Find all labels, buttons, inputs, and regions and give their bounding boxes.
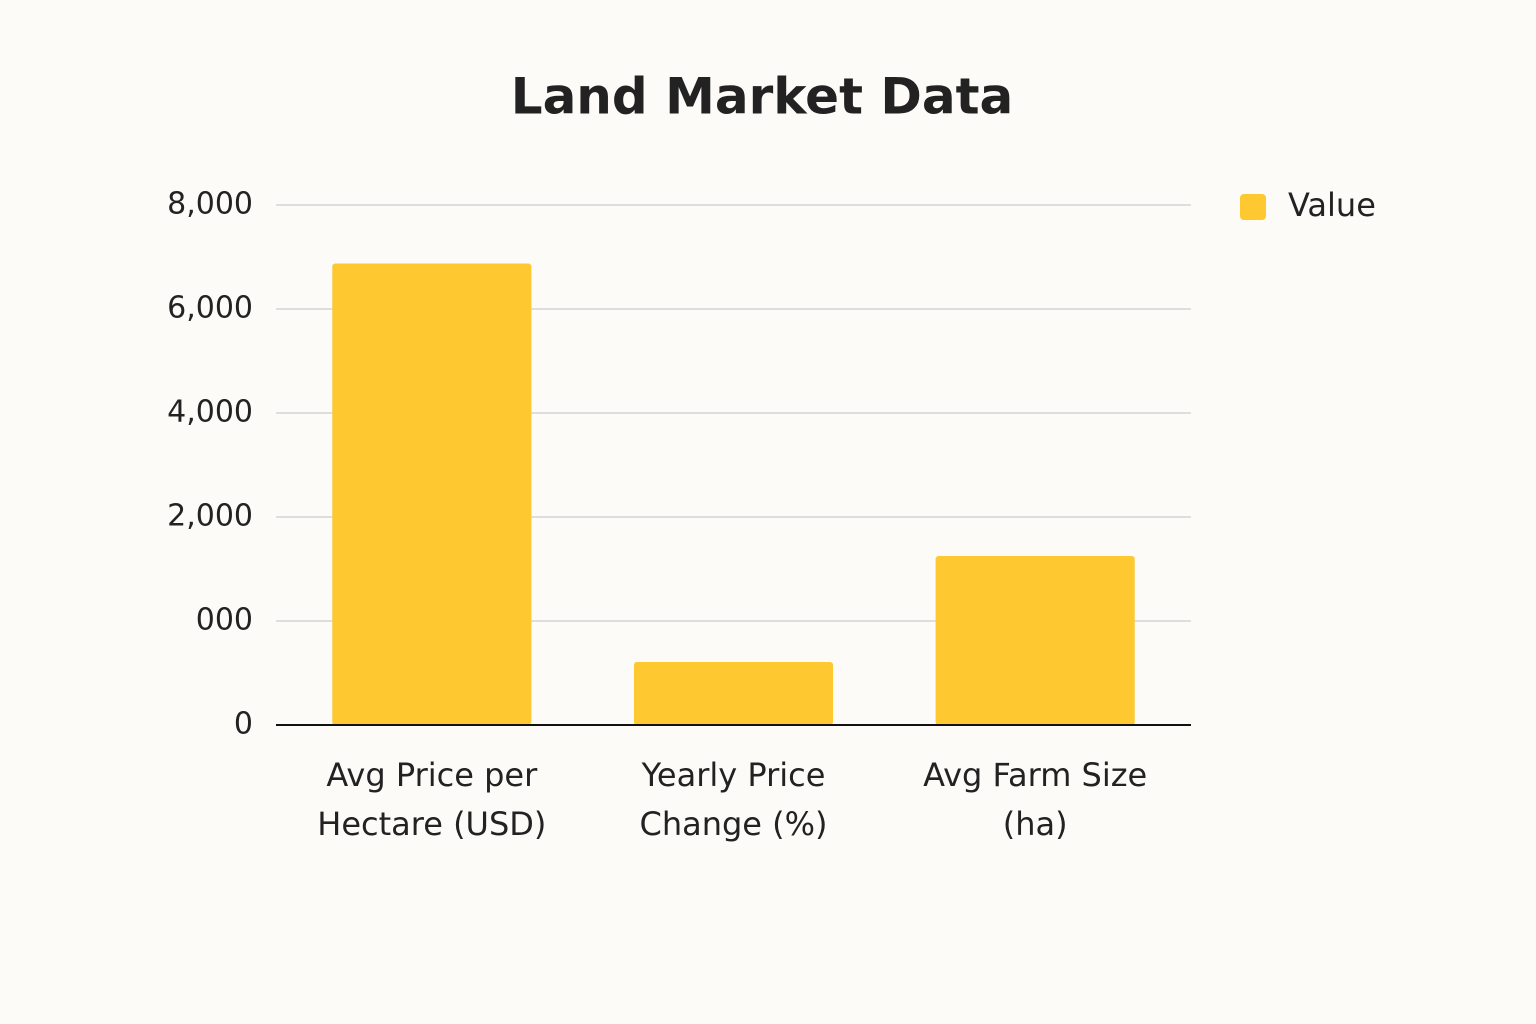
x-tick-label: Avg Farm Size (ha) <box>923 756 1148 843</box>
y-tick-label: 4,000 <box>167 395 253 430</box>
legend-swatch <box>1240 194 1266 220</box>
bar <box>332 263 532 725</box>
y-tick-label: 6,000 <box>167 291 253 326</box>
y-tick-label: 000 <box>196 603 253 638</box>
y-tick-label: 8,000 <box>167 187 253 222</box>
bar <box>935 556 1135 725</box>
y-tick-label: 2,000 <box>167 499 253 534</box>
x-tick-label: Avg Price per Hectare (USD) <box>317 756 547 843</box>
y-tick-label: 0 <box>234 707 253 742</box>
x-tick-label: Yearly Price Change (%) <box>639 756 828 843</box>
chart-title: Land Market Data <box>511 68 1014 126</box>
bar <box>633 661 834 725</box>
legend-label: Value <box>1288 186 1376 224</box>
